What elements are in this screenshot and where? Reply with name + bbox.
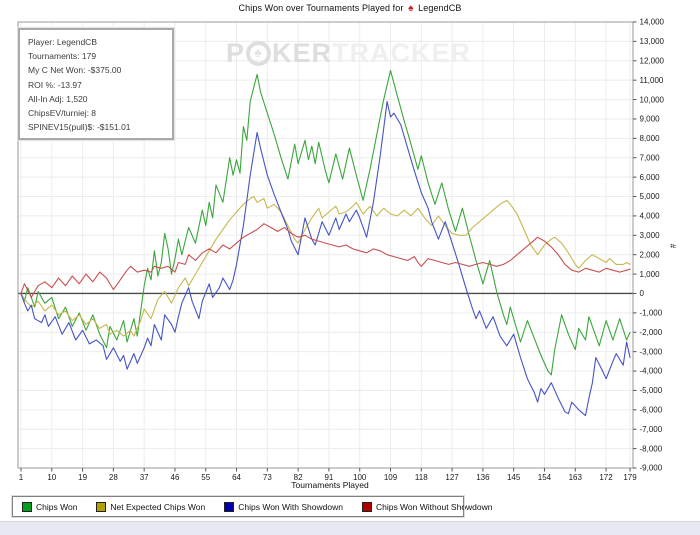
stat-tournaments: Tournaments: 179 — [28, 51, 97, 62]
svg-text:136: 136 — [476, 473, 490, 482]
svg-text:6,000: 6,000 — [640, 173, 661, 182]
svg-text:#: # — [668, 244, 677, 249]
svg-text:10: 10 — [47, 473, 56, 482]
svg-text:10,000: 10,000 — [640, 95, 665, 104]
svg-text:163: 163 — [569, 473, 583, 482]
legend-swatch-green — [22, 501, 32, 512]
svg-text:19: 19 — [78, 473, 87, 482]
svg-text:100: 100 — [353, 473, 367, 482]
svg-text:28: 28 — [109, 473, 118, 482]
legend-swatch-blue — [224, 501, 235, 512]
legend-label: Chips Won Without Showdown — [375, 501, 493, 512]
legend-label: Net Expected Chips Won — [110, 501, 206, 512]
svg-text:14,000: 14,000 — [640, 18, 665, 27]
chart-title-player: LegendCB — [418, 3, 462, 13]
svg-text:12,000: 12,000 — [640, 56, 665, 65]
svg-text:64: 64 — [232, 473, 241, 482]
svg-text:-4,000: -4,000 — [640, 367, 663, 376]
svg-text:46: 46 — [171, 473, 180, 482]
svg-text:-1,000: -1,000 — [640, 309, 663, 318]
stat-player: Player: LegendCB — [28, 37, 97, 47]
legend-label: Chips Won With Showdown — [238, 501, 343, 512]
svg-text:37: 37 — [140, 473, 149, 482]
stat-roi: ROI %: -13.97 — [28, 79, 82, 90]
svg-text:-3,000: -3,000 — [640, 347, 663, 356]
svg-text:154: 154 — [538, 473, 552, 482]
svg-text:9,000: 9,000 — [640, 115, 661, 124]
legend-item-net-expected-chips-won: Net Expected Chips Won — [96, 501, 206, 512]
svg-text:2,000: 2,000 — [640, 250, 661, 259]
legend-item-chips-won: Chips Won — [22, 501, 78, 512]
legend-swatch-red — [361, 501, 372, 512]
red-spade-icon: ♠ — [408, 3, 414, 14]
svg-text:3,000: 3,000 — [640, 231, 661, 240]
svg-text:-9,000: -9,000 — [640, 464, 663, 473]
chart-legend: Chips Won Net Expected Chips Won Chips W… — [11, 495, 493, 518]
svg-text:13,000: 13,000 — [640, 37, 665, 46]
svg-text:11,000: 11,000 — [640, 76, 664, 85]
svg-text:172: 172 — [599, 473, 613, 482]
svg-text:109: 109 — [384, 473, 398, 482]
svg-text:91: 91 — [324, 473, 333, 482]
svg-text:8,000: 8,000 — [640, 134, 661, 143]
stat-all-in-adj: All-In Adj: 1,520 — [28, 93, 88, 104]
legend-item-chips-won-with-showdown: Chips Won With Showdown — [224, 501, 343, 512]
svg-text:4,000: 4,000 — [640, 212, 661, 221]
svg-text:-8,000: -8,000 — [640, 444, 663, 453]
svg-text:73: 73 — [263, 473, 272, 482]
player-stats-box: Player: LegendCB Tournaments: 179 My C N… — [17, 26, 175, 142]
window-background — [0, 521, 700, 535]
svg-text:-5,000: -5,000 — [640, 386, 663, 395]
legend-item-chips-won-without-showdown: Chips Won Without Showdown — [361, 501, 493, 512]
x-axis-title: Tournaments Played — [291, 480, 369, 490]
stat-spinev: SPINEV15(pull)$: -$151.01 — [28, 122, 131, 133]
svg-text:1: 1 — [19, 473, 24, 482]
svg-text:179: 179 — [623, 473, 637, 482]
svg-text:82: 82 — [294, 473, 303, 482]
legend-swatch-olive — [96, 501, 107, 512]
svg-text:145: 145 — [507, 473, 521, 482]
svg-text:0: 0 — [640, 289, 645, 298]
svg-text:-2,000: -2,000 — [640, 328, 663, 337]
svg-text:55: 55 — [201, 473, 210, 482]
stat-net-won: My C Net Won: -$375.00 — [28, 65, 122, 76]
svg-text:-7,000: -7,000 — [640, 425, 663, 434]
svg-text:118: 118 — [415, 473, 428, 482]
svg-text:7,000: 7,000 — [640, 153, 661, 162]
legend-label: Chips Won — [36, 501, 78, 512]
chart-title-text: Chips Won over Tournaments Played for — [238, 3, 404, 13]
svg-text:5,000: 5,000 — [640, 192, 661, 201]
svg-text:-6,000: -6,000 — [640, 406, 663, 415]
chart-title: Chips Won over Tournaments Played for ♠ … — [0, 3, 700, 14]
stat-chipsev: ChipsEV/turniej: 8 — [28, 108, 97, 119]
svg-text:127: 127 — [445, 473, 459, 482]
svg-text:1,000: 1,000 — [640, 270, 661, 279]
